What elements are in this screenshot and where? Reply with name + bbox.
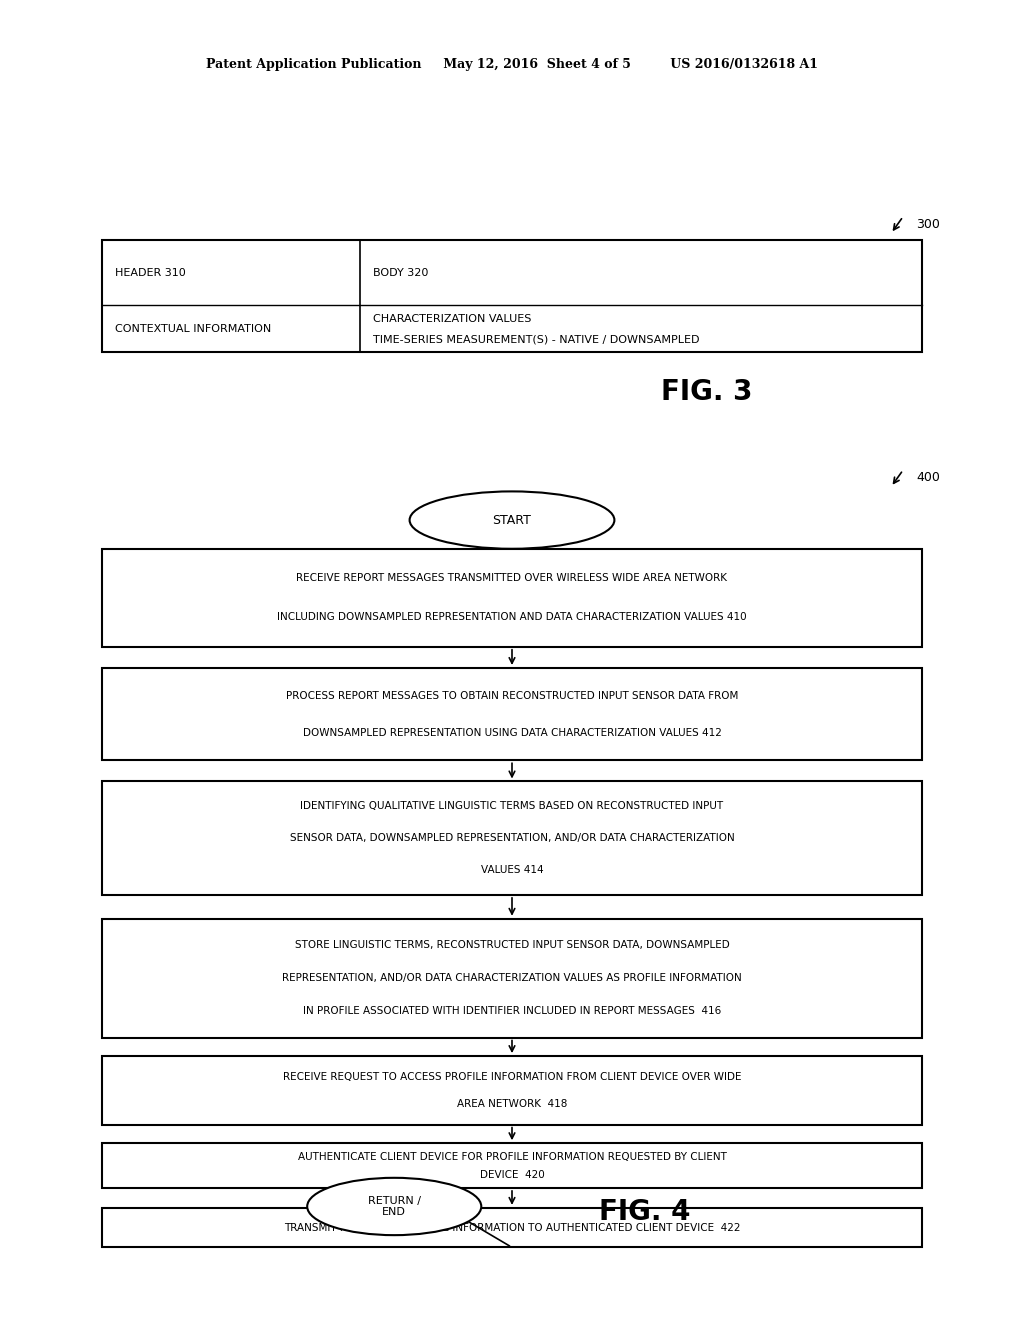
- Text: TIME-SERIES MEASUREMENT(S) - NATIVE / DOWNSAMPLED: TIME-SERIES MEASUREMENT(S) - NATIVE / DO…: [373, 334, 699, 345]
- Text: 300: 300: [916, 218, 940, 231]
- Text: TRANSMIT REQUESTED PROFILE INFORMATION TO AUTHENTICATED CLIENT DEVICE  422: TRANSMIT REQUESTED PROFILE INFORMATION T…: [284, 1222, 740, 1233]
- Bar: [102, 1056, 922, 1125]
- Text: Patent Application Publication     May 12, 2016  Sheet 4 of 5         US 2016/01: Patent Application Publication May 12, 2…: [206, 58, 818, 71]
- Text: BODY 320: BODY 320: [373, 268, 428, 277]
- Text: CHARACTERIZATION VALUES: CHARACTERIZATION VALUES: [373, 314, 531, 325]
- Bar: [102, 919, 922, 1038]
- Bar: [102, 781, 922, 895]
- Text: RECEIVE REPORT MESSAGES TRANSMITTED OVER WIRELESS WIDE AREA NETWORK: RECEIVE REPORT MESSAGES TRANSMITTED OVER…: [297, 573, 727, 583]
- Text: VALUES 414: VALUES 414: [480, 865, 544, 875]
- Text: AREA NETWORK  418: AREA NETWORK 418: [457, 1100, 567, 1109]
- Text: INCLUDING DOWNSAMPLED REPRESENTATION AND DATA CHARACTERIZATION VALUES 410: INCLUDING DOWNSAMPLED REPRESENTATION AND…: [278, 612, 746, 623]
- Text: SENSOR DATA, DOWNSAMPLED REPRESENTATION, AND/OR DATA CHARACTERIZATION: SENSOR DATA, DOWNSAMPLED REPRESENTATION,…: [290, 833, 734, 843]
- Bar: [102, 549, 922, 647]
- Text: 400: 400: [916, 471, 940, 484]
- Text: FIG. 4: FIG. 4: [599, 1197, 691, 1226]
- Text: STORE LINGUISTIC TERMS, RECONSTRUCTED INPUT SENSOR DATA, DOWNSAMPLED: STORE LINGUISTIC TERMS, RECONSTRUCTED IN…: [295, 940, 729, 950]
- Text: IN PROFILE ASSOCIATED WITH IDENTIFIER INCLUDED IN REPORT MESSAGES  416: IN PROFILE ASSOCIATED WITH IDENTIFIER IN…: [303, 1006, 721, 1016]
- Text: AUTHENTICATE CLIENT DEVICE FOR PROFILE INFORMATION REQUESTED BY CLIENT: AUTHENTICATE CLIENT DEVICE FOR PROFILE I…: [298, 1151, 726, 1162]
- Text: DOWNSAMPLED REPRESENTATION USING DATA CHARACTERIZATION VALUES 412: DOWNSAMPLED REPRESENTATION USING DATA CH…: [302, 727, 722, 738]
- Text: PROCESS REPORT MESSAGES TO OBTAIN RECONSTRUCTED INPUT SENSOR DATA FROM: PROCESS REPORT MESSAGES TO OBTAIN RECONS…: [286, 690, 738, 701]
- Text: HEADER 310: HEADER 310: [115, 268, 185, 277]
- Ellipse shape: [307, 1177, 481, 1236]
- Bar: [102, 240, 922, 352]
- Text: START: START: [493, 513, 531, 527]
- Text: DEVICE  420: DEVICE 420: [479, 1170, 545, 1180]
- Text: FIG. 3: FIG. 3: [660, 378, 753, 407]
- Bar: [102, 1143, 922, 1188]
- Ellipse shape: [410, 491, 614, 549]
- Text: IDENTIFYING QUALITATIVE LINGUISTIC TERMS BASED ON RECONSTRUCTED INPUT: IDENTIFYING QUALITATIVE LINGUISTIC TERMS…: [300, 801, 724, 812]
- Text: RETURN /
END: RETURN / END: [368, 1196, 421, 1217]
- Text: RECEIVE REQUEST TO ACCESS PROFILE INFORMATION FROM CLIENT DEVICE OVER WIDE: RECEIVE REQUEST TO ACCESS PROFILE INFORM…: [283, 1072, 741, 1081]
- Text: REPRESENTATION, AND/OR DATA CHARACTERIZATION VALUES AS PROFILE INFORMATION: REPRESENTATION, AND/OR DATA CHARACTERIZA…: [283, 973, 741, 983]
- Text: CONTEXTUAL INFORMATION: CONTEXTUAL INFORMATION: [115, 323, 271, 334]
- Bar: [102, 668, 922, 760]
- Bar: [102, 1208, 922, 1247]
